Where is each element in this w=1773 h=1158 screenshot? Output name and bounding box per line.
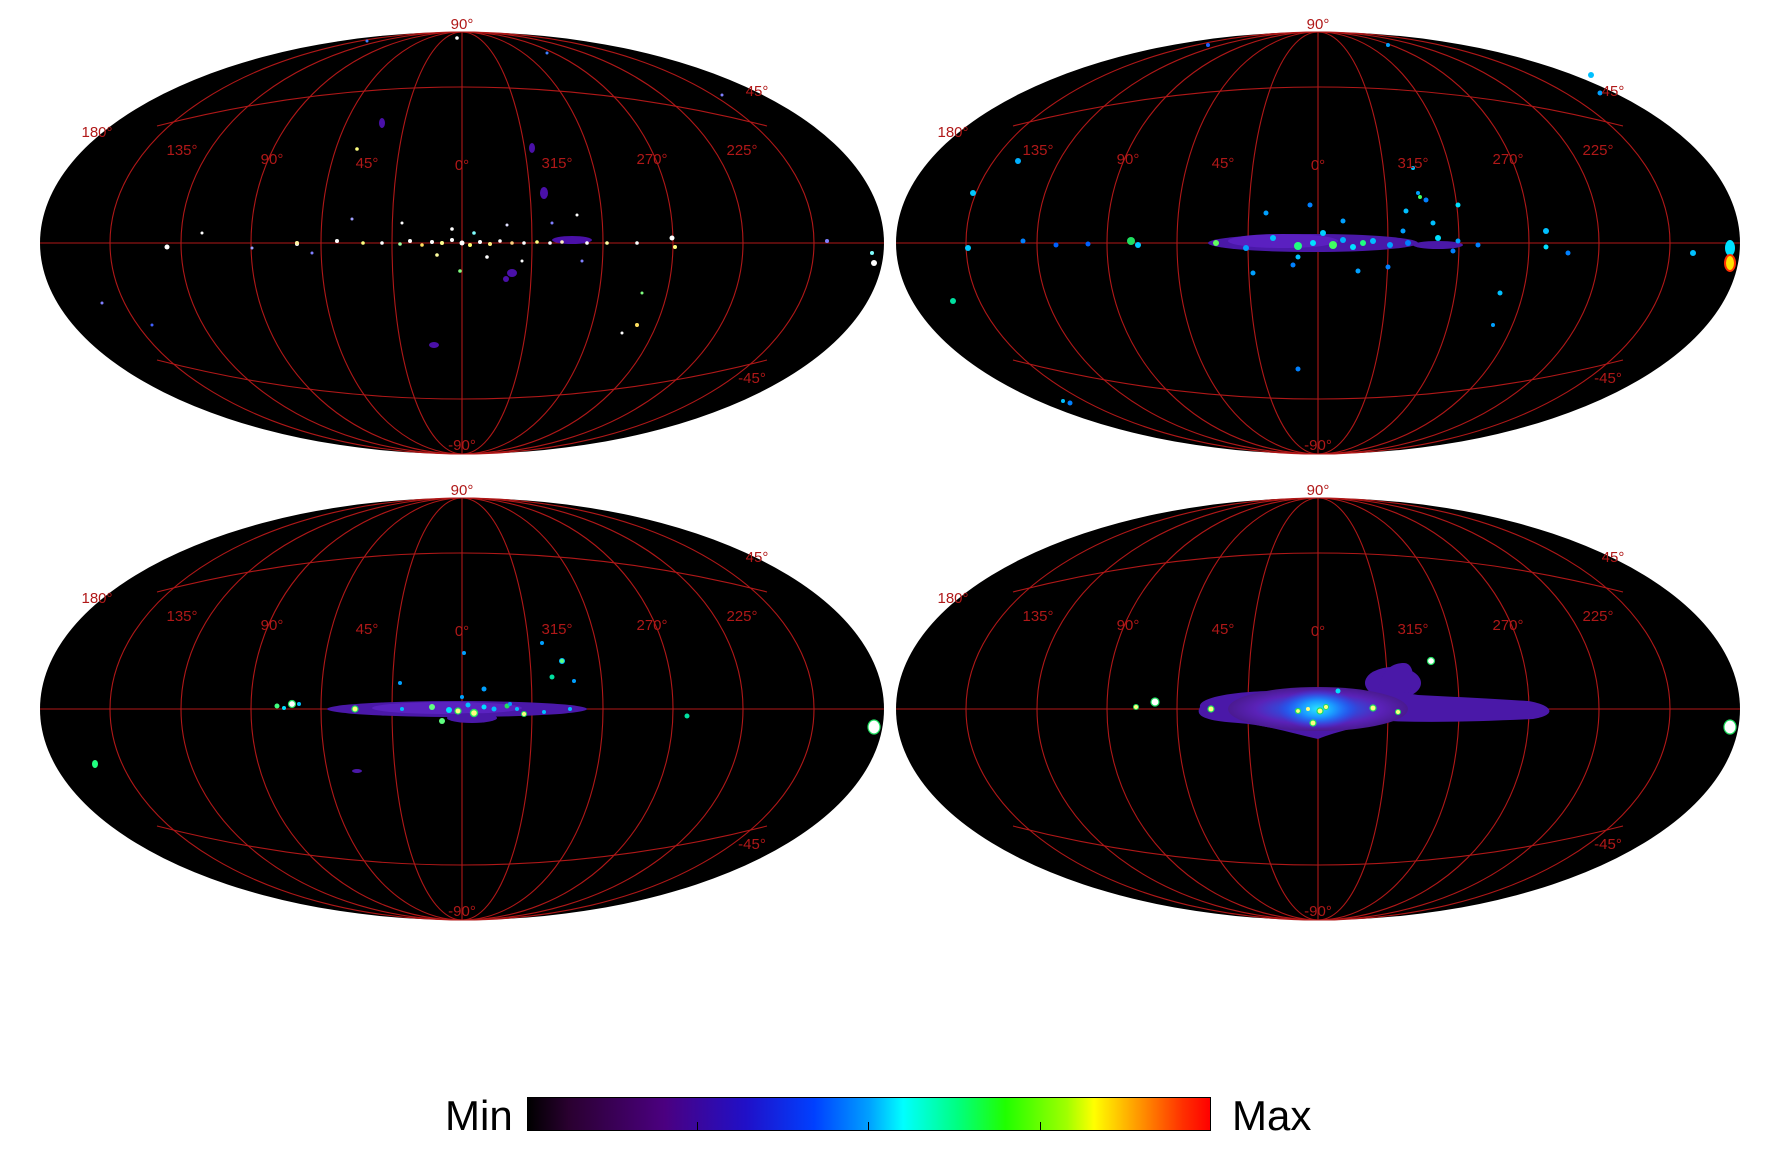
- lat-label-45: 45°: [1602, 549, 1625, 566]
- lon-label-180: 180°: [81, 590, 112, 607]
- lon-label-180: 180°: [81, 124, 112, 141]
- lat-label-minus90: -90°: [1304, 437, 1332, 454]
- sky-maps: 90° 45° -45° -90° 180° 135° 90° 45° 0° 3…: [40, 16, 1740, 921]
- lon-label-225: 225°: [1582, 142, 1613, 159]
- colorbar-max-label: Max: [1232, 1092, 1312, 1139]
- colorbar-min-label: Min: [445, 1092, 513, 1139]
- lat-label-45: 45°: [746, 549, 769, 566]
- lon-label-315: 315°: [541, 155, 572, 172]
- lon-label-90: 90°: [261, 151, 284, 168]
- lon-label-225: 225°: [726, 608, 757, 625]
- lon-label-270: 270°: [636, 617, 667, 634]
- lon-label-135: 135°: [166, 608, 197, 625]
- lat-label-90: 90°: [451, 482, 474, 499]
- lat-label-minus45: -45°: [738, 370, 766, 387]
- lon-label-45: 45°: [1212, 155, 1235, 172]
- lon-label-90: 90°: [1117, 151, 1140, 168]
- colorbar-tick: [1040, 1122, 1041, 1131]
- lon-label-315: 315°: [1397, 621, 1428, 638]
- lon-label-135: 135°: [166, 142, 197, 159]
- lat-label-45: 45°: [1602, 83, 1625, 100]
- lat-label-minus90: -90°: [1304, 903, 1332, 920]
- lon-label-90: 90°: [1117, 617, 1140, 634]
- lon-label-225: 225°: [726, 142, 757, 159]
- point-sources: [92, 641, 881, 768]
- lon-label-45: 45°: [1212, 621, 1235, 638]
- lat-label-minus45: -45°: [1594, 836, 1622, 853]
- lat-label-minus45: -45°: [1594, 370, 1622, 387]
- graticule-labels: 90° 45° -45° -90° 180° 135° 90° 45° 0° 3…: [81, 16, 768, 454]
- skymap-panel-top-right: 90° 45° -45° -90° 180° 135° 90° 45° 0° 3…: [896, 16, 1740, 455]
- lon-label-315: 315°: [541, 621, 572, 638]
- lon-label-315: 315°: [1397, 155, 1428, 172]
- point-sources: [950, 43, 1736, 406]
- lon-label-0: 0°: [455, 157, 469, 174]
- lat-label-minus90: -90°: [448, 437, 476, 454]
- lon-label-180: 180°: [937, 124, 968, 141]
- lat-label-minus45: -45°: [738, 836, 766, 853]
- lat-label-90: 90°: [451, 16, 474, 33]
- graticule-labels: 90° 45° -45° -90° 180° 135° 90° 45° 0° 3…: [937, 16, 1624, 454]
- skymap-panel-bottom-right: 90° 45° -45° -90° 180° 135° 90° 45° 0° 3…: [896, 482, 1740, 921]
- graticule-labels: 90° 45° -45° -90° 180° 135° 90° 45° 0° 3…: [937, 482, 1624, 920]
- lon-label-270: 270°: [1492, 617, 1523, 634]
- lon-label-45: 45°: [356, 155, 379, 172]
- lon-label-135: 135°: [1022, 142, 1053, 159]
- lon-label-0: 0°: [1311, 157, 1325, 174]
- lat-label-minus90: -90°: [448, 903, 476, 920]
- point-sources: [100, 36, 877, 335]
- colorbar-gradient: [527, 1097, 1211, 1131]
- lon-label-180: 180°: [937, 590, 968, 607]
- lat-label-45: 45°: [746, 83, 769, 100]
- lon-label-0: 0°: [1311, 623, 1325, 640]
- lat-label-90: 90°: [1307, 16, 1330, 33]
- point-sources: [1133, 656, 1737, 735]
- lon-label-225: 225°: [1582, 608, 1613, 625]
- skymap-panel-top-left: 90° 45° -45° -90° 180° 135° 90° 45° 0° 3…: [40, 16, 884, 455]
- lon-label-90: 90°: [261, 617, 284, 634]
- lon-label-135: 135°: [1022, 608, 1053, 625]
- colorbar-tick: [697, 1122, 698, 1131]
- graticule-labels: 90° 45° -45° -90° 180° 135° 90° 45° 0° 3…: [81, 482, 768, 920]
- lon-label-45: 45°: [356, 621, 379, 638]
- lon-label-0: 0°: [455, 623, 469, 640]
- lon-label-270: 270°: [1492, 151, 1523, 168]
- lat-label-90: 90°: [1307, 482, 1330, 499]
- colorbar-tick: [868, 1122, 869, 1131]
- skymap-panel-bottom-left: 90° 45° -45° -90° 180° 135° 90° 45° 0° 3…: [40, 482, 884, 921]
- lon-label-270: 270°: [636, 151, 667, 168]
- diffuse-emission: [1198, 663, 1550, 739]
